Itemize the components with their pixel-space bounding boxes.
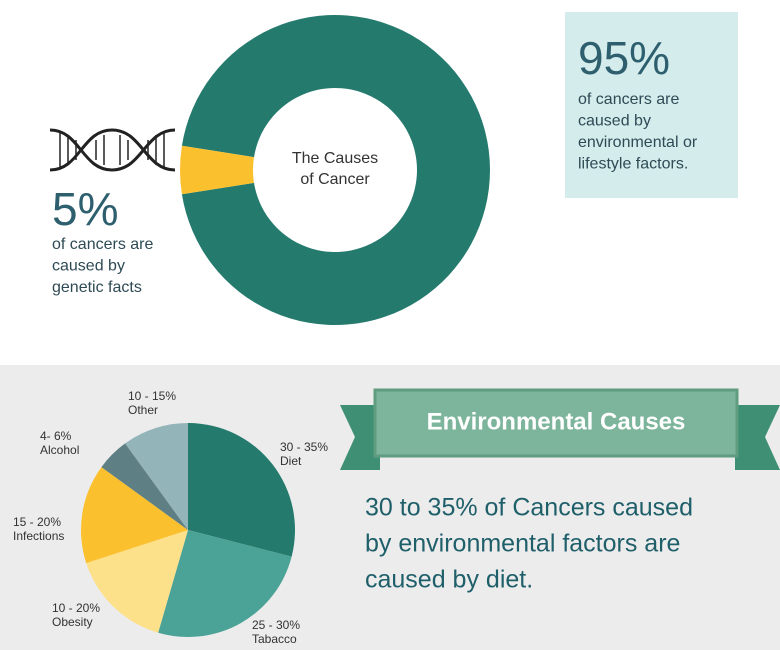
big-percent: 95%	[578, 32, 670, 84]
banner-tail	[340, 405, 380, 470]
slice-range: 4- 6%	[40, 429, 72, 443]
slice-name: Diet	[280, 454, 302, 468]
slice-range: 25 - 30%	[252, 618, 300, 632]
center-label: The Causes	[292, 150, 378, 167]
percent-description: environmental or	[578, 134, 698, 151]
percent-description: of cancers are	[578, 91, 679, 108]
pie-slice	[80, 467, 188, 564]
donut-segment	[181, 14, 490, 325]
pie-slice	[188, 423, 295, 557]
slice-range: 30 - 35%	[280, 440, 328, 454]
banner-text: caused by diet.	[365, 566, 533, 594]
percent-description: of cancers are	[52, 236, 153, 253]
banner-text: 30 to 35% of Cancers caused	[365, 494, 693, 522]
pie-slice	[86, 530, 188, 633]
banner-box	[373, 388, 739, 458]
slice-range: 15 - 20%	[13, 515, 61, 529]
banner: Environmental Causes	[340, 388, 780, 470]
slice-name: Obesity	[52, 615, 93, 629]
banner-tail	[735, 405, 780, 470]
pie-slice	[158, 530, 292, 637]
percent-description: caused by	[52, 258, 125, 275]
banner-text: by environmental factors are	[365, 530, 680, 558]
percent-description: lifestyle factors.	[578, 156, 688, 173]
slice-name: Other	[128, 403, 158, 417]
slice-name: Infections	[13, 529, 64, 543]
percent-description: genetic facts	[52, 279, 142, 296]
percent-description: caused by	[578, 113, 651, 130]
slice-range: 10 - 20%	[52, 601, 100, 615]
pie-slice	[125, 423, 188, 530]
slice-range: 10 - 15%	[128, 389, 176, 403]
big-percent: 5%	[52, 183, 118, 235]
donut-segment	[180, 145, 255, 195]
pie-slice	[101, 443, 188, 530]
banner-title: Environmental Causes	[427, 408, 686, 435]
slice-name: Tabacco	[252, 632, 297, 646]
dna-icon	[49, 128, 176, 172]
callout-box	[565, 12, 738, 198]
center-label: of Cancer	[300, 171, 370, 188]
slice-name: Alcohol	[40, 443, 79, 457]
